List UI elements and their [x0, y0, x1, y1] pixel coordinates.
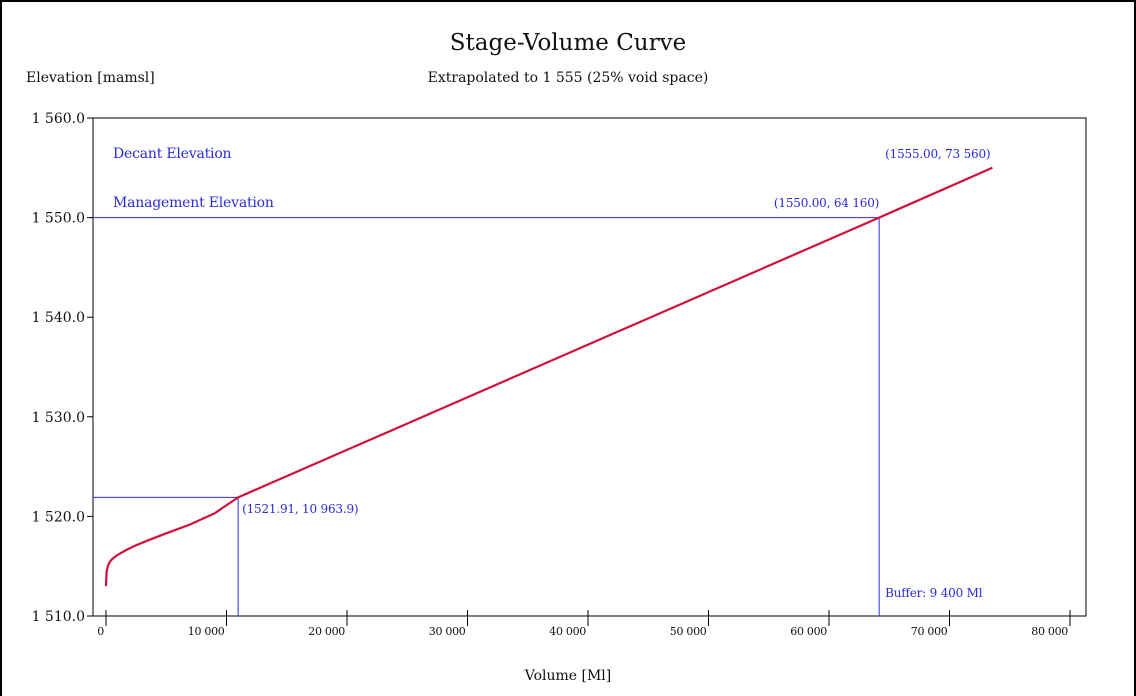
- y-tick-label: 1 550.0: [32, 211, 85, 227]
- y-tick-label: 1 520.0: [32, 509, 85, 525]
- y-tick-label: 1 530.0: [32, 410, 85, 426]
- plot-area: [92, 117, 1087, 617]
- y-tick-label: 1 540.0: [32, 310, 85, 326]
- point-label-1521: (1521.91, 10 963.9): [242, 502, 358, 516]
- x-tick-label: 10 000: [188, 625, 225, 638]
- x-axis-label: Volume [Ml]: [524, 668, 612, 684]
- chart-title: Stage-Volume Curve: [449, 30, 687, 56]
- decant-elevation-label: Decant Elevation: [113, 146, 232, 162]
- point-label-1550: (1550.00, 64 160): [774, 196, 879, 210]
- chart-subtitle: Extrapolated to 1 555 (25% void space): [427, 70, 709, 86]
- point-label-1555: (1555.00, 73 560): [885, 147, 990, 161]
- y-axis-label: Elevation [mamsl]: [26, 70, 155, 86]
- x-tick-label: 60 000: [790, 625, 827, 638]
- management-elevation-label: Management Elevation: [113, 195, 274, 211]
- x-tick-label: 20 000: [308, 625, 345, 638]
- y-tick-label: 1 510.0: [32, 609, 85, 625]
- buffer-label: Buffer: 9 400 Ml: [885, 586, 983, 600]
- x-tick-label: 70 000: [911, 625, 948, 638]
- x-tick-label: 80 000: [1031, 625, 1068, 638]
- x-tick-label: 0: [97, 625, 104, 638]
- stage-volume-line: [104, 166, 993, 587]
- x-tick-label: 40 000: [549, 625, 586, 638]
- x-tick-label: 50 000: [670, 625, 707, 638]
- x-tick-label: 30 000: [429, 625, 466, 638]
- y-tick-label: 1 560.0: [32, 111, 85, 127]
